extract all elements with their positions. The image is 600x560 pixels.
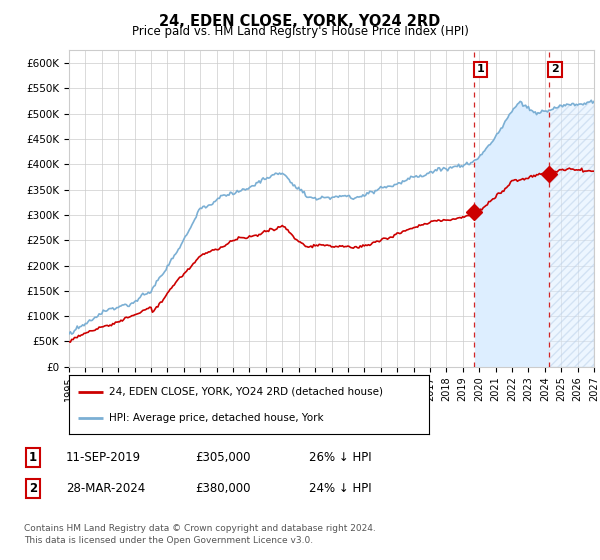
- Text: 2: 2: [551, 64, 559, 74]
- Text: 24% ↓ HPI: 24% ↓ HPI: [309, 482, 371, 495]
- Text: 28-MAR-2024: 28-MAR-2024: [66, 482, 145, 495]
- Text: 26% ↓ HPI: 26% ↓ HPI: [309, 451, 371, 464]
- Text: 1: 1: [476, 64, 484, 74]
- Text: 11-SEP-2019: 11-SEP-2019: [66, 451, 141, 464]
- Text: £380,000: £380,000: [195, 482, 251, 495]
- Text: £305,000: £305,000: [195, 451, 251, 464]
- Text: Contains HM Land Registry data © Crown copyright and database right 2024.
This d: Contains HM Land Registry data © Crown c…: [24, 524, 376, 545]
- Text: 2: 2: [29, 482, 37, 495]
- Text: HPI: Average price, detached house, York: HPI: Average price, detached house, York: [109, 413, 323, 423]
- Text: 1: 1: [29, 451, 37, 464]
- Text: 24, EDEN CLOSE, YORK, YO24 2RD (detached house): 24, EDEN CLOSE, YORK, YO24 2RD (detached…: [109, 386, 383, 396]
- Text: 24, EDEN CLOSE, YORK, YO24 2RD: 24, EDEN CLOSE, YORK, YO24 2RD: [160, 14, 440, 29]
- Text: Price paid vs. HM Land Registry's House Price Index (HPI): Price paid vs. HM Land Registry's House …: [131, 25, 469, 38]
